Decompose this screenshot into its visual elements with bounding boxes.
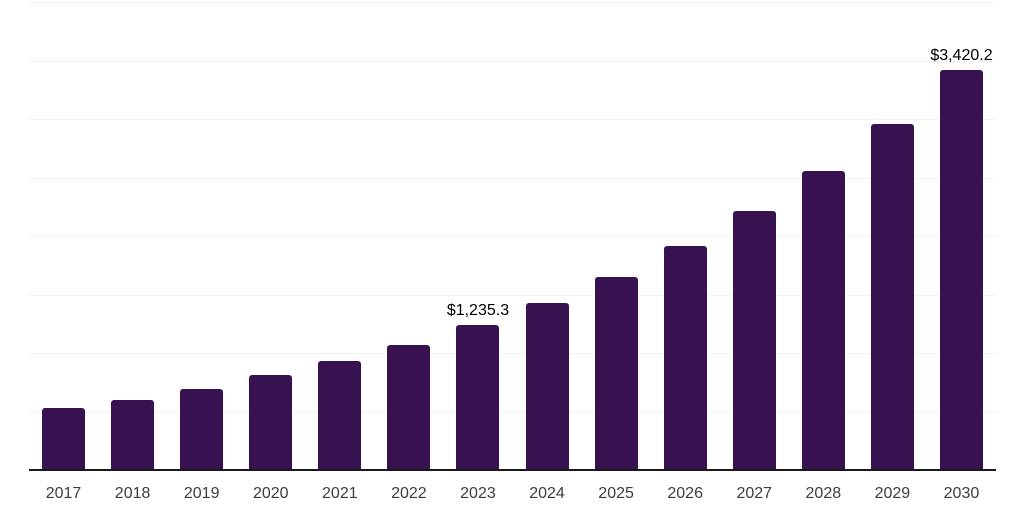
x-tick-2028: 2028 bbox=[805, 485, 842, 502]
bar-2021 bbox=[318, 361, 362, 470]
bar-2029 bbox=[870, 124, 914, 470]
bar-2020 bbox=[249, 374, 293, 470]
bar-2026 bbox=[663, 246, 707, 470]
x-tick-2029: 2029 bbox=[874, 485, 911, 502]
gridline-3000 bbox=[29, 119, 996, 120]
x-tick-2023: 2023 bbox=[460, 485, 496, 502]
gridline-500 bbox=[29, 411, 996, 413]
gridline-1500 bbox=[29, 294, 996, 296]
bar-2027 bbox=[732, 211, 776, 470]
gridline-3500 bbox=[29, 60, 996, 62]
gridline-2000 bbox=[29, 236, 996, 237]
bar-2023 bbox=[456, 325, 500, 470]
x-tick-2019: 2019 bbox=[183, 485, 220, 502]
bar-2028 bbox=[801, 170, 845, 470]
x-tick-2030: 2030 bbox=[943, 485, 980, 502]
gridline-1000 bbox=[29, 353, 996, 354]
x-axis-line bbox=[29, 469, 996, 471]
bar-2019 bbox=[180, 389, 224, 470]
x-tick-2018: 2018 bbox=[114, 485, 151, 502]
bar-2017 bbox=[42, 408, 86, 470]
data-label-2030: $3,420.2 bbox=[930, 46, 993, 64]
data-label-2023: $1,235.3 bbox=[446, 302, 510, 320]
bar-2018 bbox=[111, 400, 155, 470]
x-tick-2022: 2022 bbox=[391, 485, 427, 502]
x-tick-2026: 2026 bbox=[667, 485, 703, 502]
x-tick-2017: 2017 bbox=[45, 485, 82, 502]
gridline-2500 bbox=[29, 177, 996, 179]
x-tick-2024: 2024 bbox=[529, 485, 565, 502]
bar-2025 bbox=[594, 276, 638, 470]
x-tick-2025: 2025 bbox=[598, 485, 634, 502]
x-tick-2027: 2027 bbox=[736, 485, 773, 502]
x-tick-2021: 2021 bbox=[322, 485, 358, 502]
bar-2030 bbox=[939, 69, 983, 470]
x-tick-2020: 2020 bbox=[252, 485, 289, 502]
bar-2022 bbox=[387, 345, 431, 470]
gridline-4000 bbox=[29, 2, 996, 3]
plot-area: $1,235.3 $3,420.2 bbox=[29, 2, 996, 471]
x-axis-labels: 2017 2018 2019 2020 2021 2022 2023 2024 2025 2026… bbox=[29, 484, 996, 506]
bar-2024 bbox=[525, 302, 569, 470]
